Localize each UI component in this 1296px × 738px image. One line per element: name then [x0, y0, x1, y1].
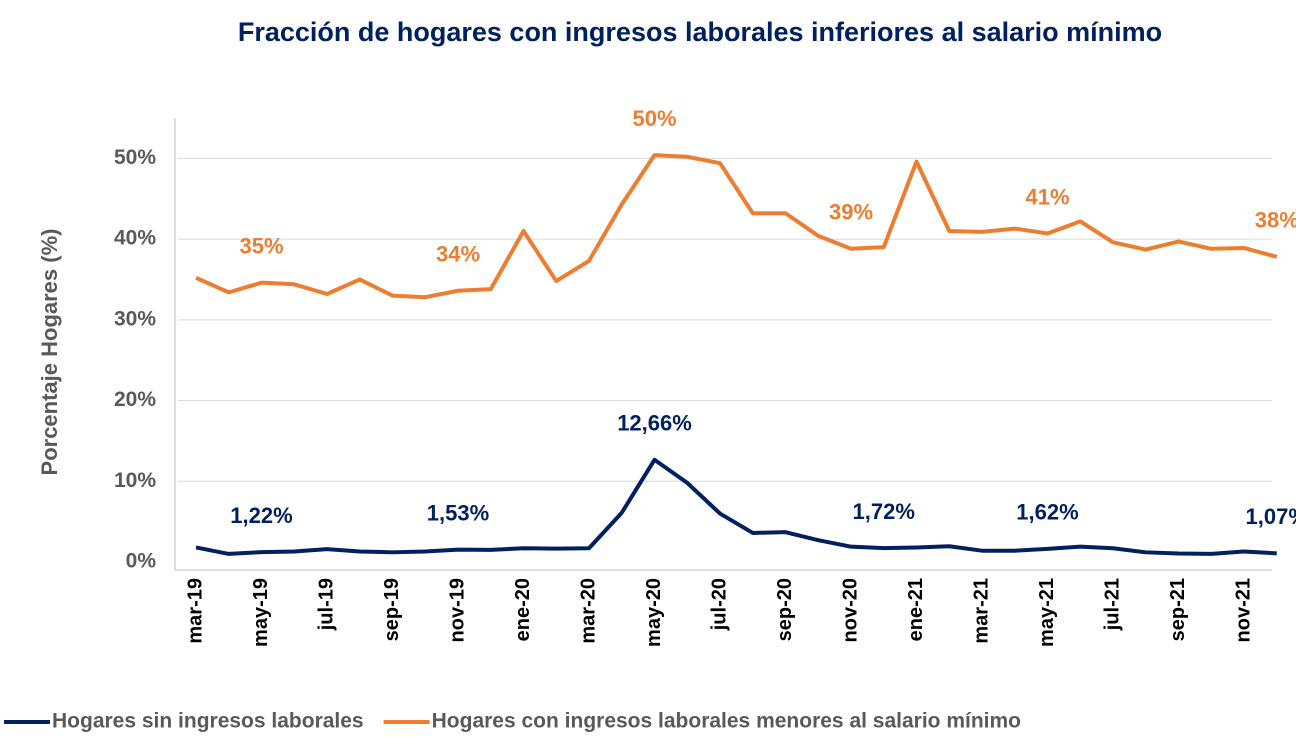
data-label: 34%: [436, 242, 480, 267]
x-tick-label: may-20: [643, 578, 665, 647]
data-label: 1,62%: [1016, 500, 1078, 525]
y-tick-label: 50%: [114, 146, 156, 169]
x-tick-label: jul-19: [315, 578, 337, 631]
x-tick-label: mar-20: [577, 578, 599, 644]
x-tick-label: ene-20: [512, 578, 534, 641]
x-tick-label: may-21: [1036, 578, 1058, 647]
x-tick-label: mar-21: [970, 578, 992, 644]
legend-label: Hogares con ingresos laborales menores a…: [432, 710, 1021, 733]
data-label: 1,53%: [427, 500, 489, 525]
data-label: 1,22%: [230, 503, 292, 528]
data-label: 50%: [632, 106, 676, 131]
x-tick-label: ene-21: [905, 578, 927, 641]
data-label: 38%: [1255, 208, 1296, 233]
legend-label: Hogares sin ingresos laborales: [52, 710, 364, 733]
x-tick-label: mar-19: [184, 578, 206, 644]
x-tick-label: nov-21: [1232, 578, 1254, 642]
y-axis-label: Porcentaje Hogares (%): [37, 228, 62, 476]
y-tick-label: 40%: [114, 227, 156, 250]
x-tick-label: sep-21: [1167, 578, 1189, 641]
x-tick-label: may-19: [250, 578, 272, 647]
y-tick-label: 0%: [126, 550, 157, 573]
x-tick-label: jul-21: [1101, 578, 1123, 631]
series-line: [195, 153, 1278, 300]
y-tick-label: 10%: [114, 469, 156, 492]
x-tick-label: nov-19: [446, 578, 468, 642]
x-tick-label: nov-20: [839, 578, 861, 642]
data-label: 1,72%: [853, 499, 915, 524]
series-line: [195, 457, 1277, 556]
data-label: 39%: [829, 200, 873, 225]
x-tick-label: sep-20: [774, 578, 796, 641]
x-tick-label: jul-20: [708, 578, 730, 631]
chart-title: Fracción de hogares con ingresos laboral…: [237, 17, 1163, 47]
data-label: 41%: [1025, 184, 1069, 209]
data-label: 35%: [239, 233, 283, 258]
y-tick-label: 30%: [114, 307, 156, 330]
y-tick-label: 20%: [114, 388, 156, 411]
x-tick-label: sep-19: [381, 578, 403, 641]
data-label: 1,07%: [1246, 504, 1296, 529]
data-label: 12,66%: [617, 411, 692, 436]
